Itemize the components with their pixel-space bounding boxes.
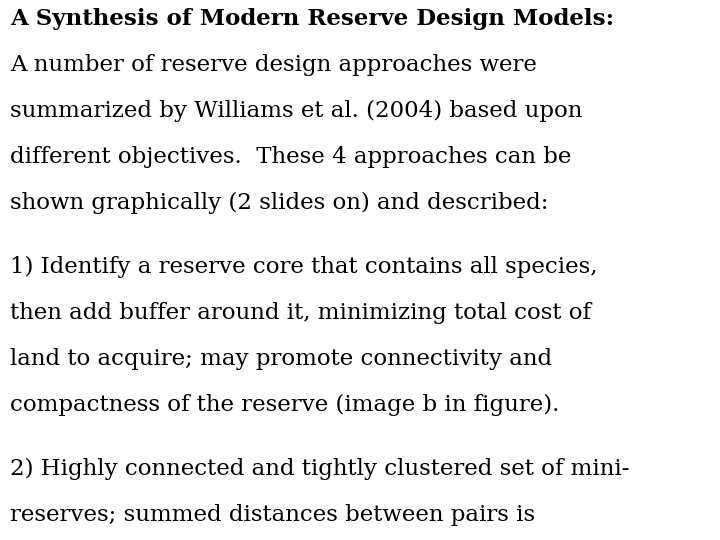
Text: then add buffer around it, minimizing total cost of: then add buffer around it, minimizing to… bbox=[10, 302, 591, 324]
Text: A Synthesis of Modern Reserve Design Models:: A Synthesis of Modern Reserve Design Mod… bbox=[10, 8, 614, 30]
Text: different objectives.  These 4 approaches can be: different objectives. These 4 approaches… bbox=[10, 146, 572, 168]
Text: 1) Identify a reserve core that contains all species,: 1) Identify a reserve core that contains… bbox=[10, 256, 598, 278]
Text: compactness of the reserve (image b in figure).: compactness of the reserve (image b in f… bbox=[10, 394, 559, 416]
Text: land to acquire; may promote connectivity and: land to acquire; may promote connectivit… bbox=[10, 348, 552, 370]
Text: 2) Highly connected and tightly clustered set of mini-: 2) Highly connected and tightly clustere… bbox=[10, 458, 629, 480]
Text: reserves; summed distances between pairs is: reserves; summed distances between pairs… bbox=[10, 504, 535, 526]
Text: summarized by Williams et al. (2004) based upon: summarized by Williams et al. (2004) bas… bbox=[10, 100, 582, 122]
Text: A number of reserve design approaches were: A number of reserve design approaches we… bbox=[10, 54, 537, 76]
Text: shown graphically (2 slides on) and described:: shown graphically (2 slides on) and desc… bbox=[10, 192, 549, 214]
